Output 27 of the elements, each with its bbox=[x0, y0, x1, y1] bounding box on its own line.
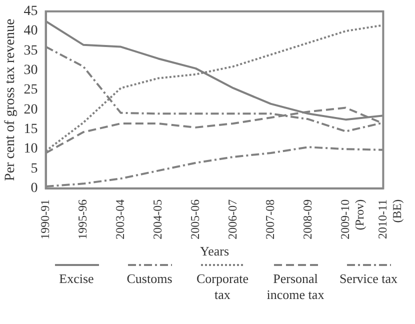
y-tick-label: 0 bbox=[30, 181, 38, 196]
x-tick-label: 2005-06 bbox=[188, 199, 202, 240]
y-tick-label: 25 bbox=[24, 82, 38, 98]
y-tick-label: 20 bbox=[24, 102, 38, 118]
legend-label: Corporate tax bbox=[196, 271, 248, 302]
x-tick-label: 2007-08 bbox=[262, 199, 277, 240]
x-tick-label: 1995-96 bbox=[75, 199, 90, 240]
x-tick-label: 2003-04 bbox=[112, 199, 127, 240]
legend-label: Service tax bbox=[339, 271, 398, 286]
x-tick-label: 2004-05 bbox=[150, 199, 164, 240]
x-tick-label: 2010-11 (BE) bbox=[375, 199, 404, 239]
x-axis-title: Years bbox=[200, 244, 230, 259]
x-tick-label: 2009-10 (Prov) bbox=[338, 199, 366, 240]
legend-label: Customs bbox=[126, 271, 172, 286]
y-tick-label: 15 bbox=[24, 122, 38, 138]
x-tick-label: 2006-07 bbox=[225, 199, 240, 240]
legend-label: Personal income tax bbox=[266, 271, 324, 302]
x-tick-label: 1990-91 bbox=[38, 199, 52, 240]
y-tick-label: 10 bbox=[24, 142, 38, 157]
x-tick-label: 2008-09 bbox=[300, 199, 314, 240]
y-axis-title: Per cent of gross tax revenue bbox=[3, 18, 18, 181]
y-tick-label: 35 bbox=[24, 43, 38, 58]
legend-label: Excise bbox=[59, 271, 94, 286]
y-tick-label: 40 bbox=[24, 24, 38, 39]
y-tick-label: 30 bbox=[24, 63, 38, 78]
y-tick-label: 45 bbox=[24, 4, 38, 20]
y-tick-label: 5 bbox=[30, 161, 38, 176]
